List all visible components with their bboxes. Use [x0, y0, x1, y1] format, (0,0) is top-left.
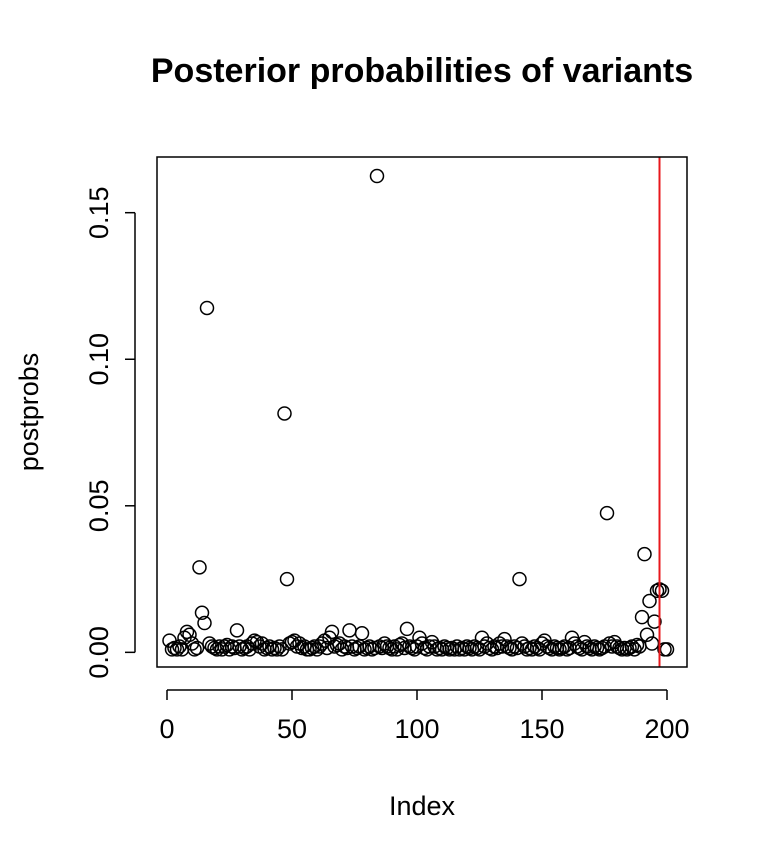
data-point	[319, 640, 335, 656]
y-axis-label: postprobs	[14, 353, 44, 472]
x-tick-label: 150	[519, 714, 564, 744]
data-point	[279, 571, 295, 587]
points-layer	[162, 168, 675, 657]
data-point	[649, 583, 665, 599]
chart-title: Posterior probabilities of variants	[150, 52, 694, 90]
data-point	[199, 300, 215, 316]
data-point	[654, 583, 670, 599]
data-point	[637, 546, 652, 562]
y-axis: 0.00 0.05 0.10 0.15	[84, 186, 136, 679]
data-point	[169, 642, 185, 657]
data-point	[639, 627, 655, 643]
data-point	[164, 642, 180, 657]
x-axis-label: Index	[389, 791, 456, 821]
data-point	[594, 640, 610, 656]
data-point	[354, 626, 370, 641]
data-point	[269, 642, 285, 657]
data-point	[162, 633, 177, 648]
data-point	[342, 623, 357, 638]
x-tick-label: 0	[159, 714, 174, 744]
y-tick-label: 0.00	[84, 626, 114, 679]
data-point	[272, 639, 287, 654]
data-point	[189, 640, 205, 656]
data-point	[197, 615, 212, 631]
x-axis: 0 50 100 150 200	[159, 689, 690, 744]
data-point	[629, 637, 645, 653]
data-point	[492, 636, 507, 651]
data-point	[364, 642, 380, 657]
y-tick-label: 0.05	[84, 480, 114, 533]
data-point	[329, 637, 345, 653]
data-point	[399, 621, 415, 637]
x-tick-label: 200	[644, 714, 689, 744]
data-point	[512, 571, 527, 587]
y-tick-label: 0.10	[84, 333, 114, 386]
data-point	[642, 593, 657, 609]
data-point	[589, 640, 605, 656]
x-tick-label: 50	[277, 714, 307, 744]
y-tick-label: 0.15	[84, 186, 114, 239]
data-point	[647, 614, 662, 629]
data-point	[182, 627, 197, 643]
data-point	[277, 406, 292, 421]
data-point	[264, 642, 280, 657]
data-point	[187, 642, 202, 657]
data-point	[324, 624, 340, 640]
data-point	[229, 623, 245, 638]
x-tick-label: 100	[394, 714, 439, 744]
data-point	[369, 168, 385, 184]
data-point	[599, 505, 615, 521]
data-point	[194, 605, 210, 621]
data-point	[634, 609, 650, 625]
data-point	[497, 631, 512, 647]
plot-box	[156, 156, 688, 668]
data-point	[192, 560, 207, 575]
